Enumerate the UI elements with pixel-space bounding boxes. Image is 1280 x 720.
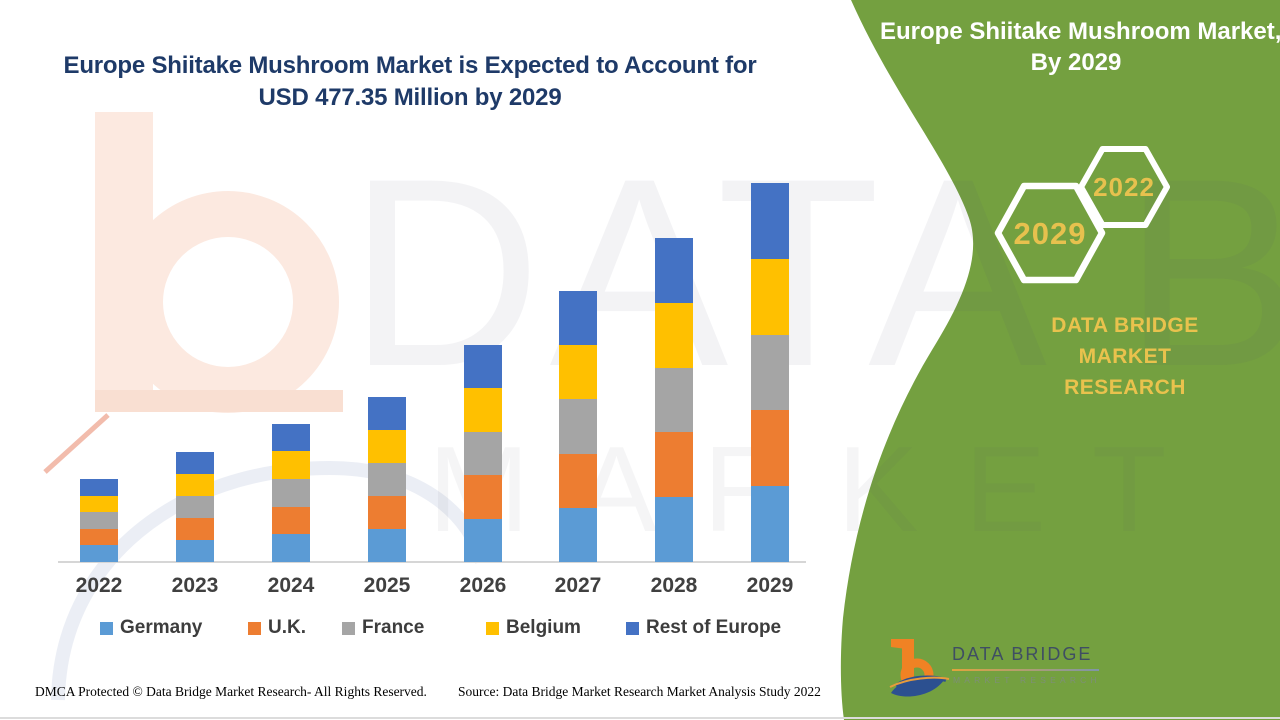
source-note: Source: Data Bridge Market Research Mark… [458, 684, 821, 699]
side-panel-title-line2: By 2029 [1030, 49, 1122, 76]
watermark-red-stroke [43, 413, 110, 474]
brand-line2: RESEARCH [1064, 376, 1186, 399]
bottom-border-line [0, 717, 1280, 719]
green-panel-path [840, 0, 1280, 720]
chart-title-line1: Europe Shiitake Mushroom Market is Expec… [63, 52, 757, 79]
x-axis-line [58, 561, 806, 563]
chart-title: Europe Shiitake Mushroom Market is Expec… [60, 50, 760, 114]
logo-orange-underline [889, 676, 950, 688]
logo-name-text: DATA BRIDGE [952, 644, 1093, 664]
logo-swoosh-fill [891, 676, 944, 697]
hexagon-2029-label: 2029 [1014, 216, 1087, 251]
company-logo: DATA BRIDGE MARKET RESEARCH [888, 634, 1118, 706]
logo-tagline: MARKET RESEARCH [953, 675, 1101, 685]
brand-line1: DATA BRIDGE MARKET [1051, 314, 1199, 368]
brand-wordmark-gold: DATA BRIDGE MARKET RESEARCH [1002, 310, 1248, 403]
dmca-notice: DMCA Protected © Data Bridge Market Rese… [35, 684, 427, 699]
chart-title-line2: USD 477.35 Million by 2029 [258, 84, 562, 111]
hexagon-2029 [994, 182, 1106, 284]
side-panel-title-line1: Europe Shiitake Mushroom Market, [880, 18, 1280, 45]
logo-underline [952, 669, 1099, 671]
hexagon-2022-label: 2022 [1093, 172, 1155, 202]
company-logo-icon [889, 639, 950, 697]
hexagon-2022 [1078, 146, 1170, 228]
watermark-underline [95, 390, 343, 412]
side-panel-title: Europe Shiitake Mushroom Market, By 2029 [880, 16, 1280, 78]
